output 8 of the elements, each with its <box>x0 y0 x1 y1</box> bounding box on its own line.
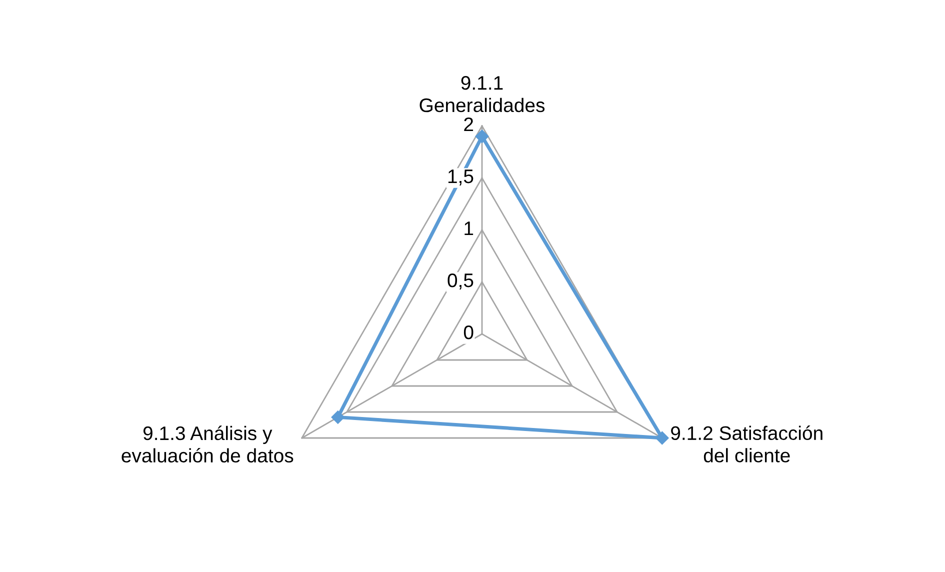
spoke-label: 9.1.3 Análisis y evaluación de datos <box>122 426 294 463</box>
spoke-label: 9.1.1 Generalidades <box>420 76 545 112</box>
y-tick-label: 1 <box>464 222 474 236</box>
spoke-label: 9.1.2 Satisfacción del cliente <box>671 426 822 462</box>
y-tick-label: 0 <box>464 325 474 340</box>
y-tick-label: 0,5 <box>448 273 474 290</box>
y-tick-label: 1,5 <box>448 170 474 186</box>
y-tick-label: 2 <box>464 117 474 132</box>
